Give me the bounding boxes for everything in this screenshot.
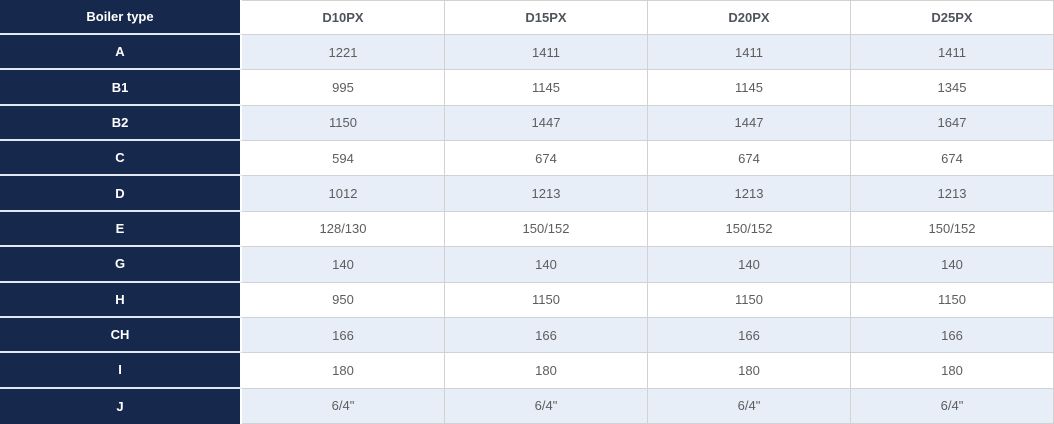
table-row: C 594 674 674 674 xyxy=(0,141,1054,177)
column-header-d25px: D25PX xyxy=(851,0,1054,35)
table-cell: 166 xyxy=(648,317,851,354)
table-cell: 1145 xyxy=(648,70,851,106)
table-cell: 150/152 xyxy=(851,211,1054,248)
table-row: B2 1150 1447 1447 1647 xyxy=(0,105,1054,142)
column-header-d20px: D20PX xyxy=(648,0,851,35)
table-cell: 1411 xyxy=(851,35,1054,71)
row-label-b2: B2 xyxy=(0,105,242,142)
row-label-d: D xyxy=(0,176,242,212)
table-cell: 1213 xyxy=(851,176,1054,212)
table-cell: 180 xyxy=(445,353,648,389)
table-cell: 6/4" xyxy=(445,388,648,424)
table-cell: 1012 xyxy=(242,176,445,212)
table-cell: 995 xyxy=(242,70,445,106)
table-cell: 140 xyxy=(445,247,648,283)
column-header-d15px: D15PX xyxy=(445,0,648,35)
table-cell: 1150 xyxy=(445,282,648,318)
table-cell: 6/4" xyxy=(648,388,851,424)
row-label-j: J xyxy=(0,388,242,424)
table-cell: 1150 xyxy=(242,105,445,142)
table-cell: 1345 xyxy=(851,70,1054,106)
table-cell: 1411 xyxy=(648,35,851,71)
table-cell: 140 xyxy=(648,247,851,283)
table-cell: 1150 xyxy=(648,282,851,318)
table-cell: 674 xyxy=(851,141,1054,177)
header-row: Boiler type D10PX D15PX D20PX D25PX xyxy=(0,0,1054,35)
table-cell: 1213 xyxy=(445,176,648,212)
table-cell: 1447 xyxy=(445,105,648,142)
table-cell: 1213 xyxy=(648,176,851,212)
table-cell: 674 xyxy=(445,141,648,177)
table-cell: 1647 xyxy=(851,105,1054,142)
table-cell: 1145 xyxy=(445,70,648,106)
table-cell: 1447 xyxy=(648,105,851,142)
table-row: D 1012 1213 1213 1213 xyxy=(0,176,1054,212)
table-cell: 150/152 xyxy=(445,211,648,248)
table-cell: 1221 xyxy=(242,35,445,71)
table-row: H 950 1150 1150 1150 xyxy=(0,282,1054,318)
table-cell: 166 xyxy=(445,317,648,354)
table-cell: 140 xyxy=(242,247,445,283)
table-cell: 950 xyxy=(242,282,445,318)
table-row: E 128/130 150/152 150/152 150/152 xyxy=(0,211,1054,248)
table-cell: 6/4" xyxy=(851,388,1054,424)
table-cell: 166 xyxy=(242,317,445,354)
row-label-i: I xyxy=(0,353,242,389)
table-header: Boiler type D10PX D15PX D20PX D25PX xyxy=(0,0,1054,35)
row-label-b1: B1 xyxy=(0,70,242,106)
row-label-ch: CH xyxy=(0,317,242,354)
table-cell: 166 xyxy=(851,317,1054,354)
table-row: J 6/4" 6/4" 6/4" 6/4" xyxy=(0,388,1054,424)
row-label-c: C xyxy=(0,141,242,177)
table-cell: 140 xyxy=(851,247,1054,283)
table-cell: 180 xyxy=(648,353,851,389)
table-cell: 1411 xyxy=(445,35,648,71)
table-cell: 594 xyxy=(242,141,445,177)
column-header-d10px: D10PX xyxy=(242,0,445,35)
table-row: CH 166 166 166 166 xyxy=(0,317,1054,354)
row-label-g: G xyxy=(0,247,242,283)
table-row: B1 995 1145 1145 1345 xyxy=(0,70,1054,106)
boiler-type-corner-header: Boiler type xyxy=(0,0,242,35)
table-row: I 180 180 180 180 xyxy=(0,353,1054,389)
row-label-h: H xyxy=(0,282,242,318)
table-row: G 140 140 140 140 xyxy=(0,247,1054,283)
row-label-a: A xyxy=(0,35,242,71)
table-cell: 180 xyxy=(851,353,1054,389)
table-cell: 128/130 xyxy=(242,211,445,248)
table-row: A 1221 1411 1411 1411 xyxy=(0,35,1054,71)
table-cell: 6/4" xyxy=(242,388,445,424)
table-cell: 150/152 xyxy=(648,211,851,248)
table-cell: 674 xyxy=(648,141,851,177)
table-cell: 1150 xyxy=(851,282,1054,318)
table-cell: 180 xyxy=(242,353,445,389)
row-label-e: E xyxy=(0,211,242,248)
